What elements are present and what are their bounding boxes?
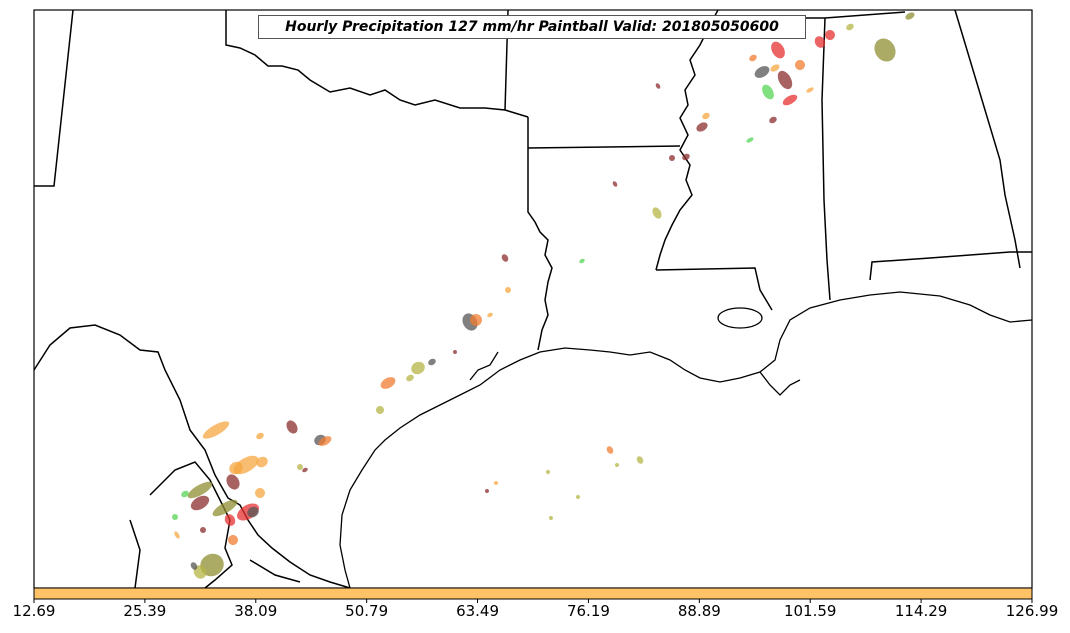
paintball-blob — [806, 87, 814, 93]
paintball-blob — [795, 60, 805, 70]
colorbar-tick-label: 50.79 — [345, 602, 389, 620]
paintball-blob — [229, 461, 243, 475]
paintball-blob — [814, 36, 826, 48]
paintball-blob — [212, 499, 238, 517]
colorbar-tick-label: 12.69 — [12, 602, 56, 620]
paintball-blob — [549, 516, 553, 520]
paintball-blob — [224, 514, 236, 526]
colorbar-tick-label: 88.89 — [677, 602, 721, 620]
mississippi-river — [655, 9, 719, 271]
map-frame — [33, 9, 1033, 589]
paintball-blob — [376, 406, 384, 414]
coastline — [339, 291, 1033, 589]
paintball-blob — [226, 474, 240, 490]
paintball-blob — [754, 66, 770, 78]
paintball-blob — [696, 122, 708, 132]
paintball-blob — [612, 181, 618, 187]
paintball-blobs — [172, 12, 915, 579]
la-ms-border — [655, 267, 773, 311]
paintball-blob — [318, 436, 332, 446]
ar-la-border — [527, 145, 681, 149]
paintball-blob — [777, 70, 793, 90]
paintball-blob — [762, 84, 774, 100]
paintball-blob — [494, 481, 498, 485]
paintball-blob — [256, 432, 264, 440]
paintball-blob — [770, 64, 780, 72]
paintball-blob — [202, 421, 230, 439]
paintball-blob — [247, 506, 259, 518]
red-river-border — [225, 10, 529, 118]
paintball-blob — [406, 374, 414, 382]
mississippi-delta — [759, 371, 801, 396]
colorbar-tick-label: 114.29 — [894, 602, 948, 620]
al-ga-border — [954, 9, 1021, 269]
paintball-blob — [874, 38, 896, 62]
paintball-blob — [187, 481, 213, 499]
paintball-blob — [579, 258, 585, 264]
paintball-blob — [655, 83, 661, 89]
fl-panhandle-border — [869, 251, 1032, 281]
mexico-state-line-3 — [249, 559, 301, 583]
paintball-blob — [505, 287, 511, 293]
paintball-blob — [782, 94, 798, 106]
colorbar-tick-marks — [33, 599, 1033, 603]
paintball-blob — [501, 254, 509, 262]
paintball-blob — [546, 470, 550, 474]
paintball-blob — [576, 495, 580, 499]
ms-al-border — [821, 17, 831, 301]
paintball-blob — [255, 488, 265, 498]
colorbar-tick-label: 38.09 — [234, 602, 278, 620]
paintball-blob — [181, 490, 189, 498]
rio-grande — [33, 324, 351, 589]
map-title: Hourly Precipitation 127 mm/hr Paintball… — [258, 15, 806, 39]
paintball-blob — [905, 12, 915, 20]
paintball-blob — [749, 54, 757, 62]
colorbar-tick-label: 126.99 — [1005, 602, 1059, 620]
paintball-blob — [228, 535, 238, 545]
galveston-bay — [469, 351, 499, 381]
paintball-blob — [200, 553, 224, 577]
paintball-blob — [606, 446, 614, 454]
paintball-blob — [746, 137, 754, 143]
paintball-blob — [487, 312, 493, 318]
paintball-blob — [256, 456, 268, 468]
paintball-blob — [846, 23, 854, 31]
paintball-blob — [190, 495, 210, 511]
paintball-blob — [190, 562, 198, 570]
paintball-blob — [652, 207, 662, 219]
paintball-blob — [669, 155, 675, 161]
lake-pontchartrain — [717, 307, 763, 329]
colorbar-tick-label: 25.39 — [123, 602, 167, 620]
mexico-state-line-2 — [129, 519, 141, 589]
paintball-blob — [636, 456, 644, 464]
paintball-blob — [286, 420, 298, 434]
paintball-blob — [470, 314, 482, 326]
paintball-blob — [453, 350, 457, 354]
tx-la-border — [527, 117, 553, 351]
paintball-blob — [771, 41, 785, 59]
paintball-blob — [485, 489, 489, 493]
paintball-blob — [825, 30, 835, 40]
colorbar-tick-label: 76.19 — [566, 602, 610, 620]
paintball-blob — [428, 358, 436, 366]
paintball-blob — [411, 361, 425, 375]
colorbar-tick-label: 63.49 — [456, 602, 500, 620]
colorbar — [33, 587, 1033, 600]
paintball-blob — [297, 464, 303, 470]
colorbar-tick-label: 101.59 — [783, 602, 837, 620]
nm-boundary — [34, 9, 74, 187]
paintball-blob — [172, 514, 178, 520]
paintball-blob — [682, 153, 690, 161]
paintball-blob — [193, 565, 207, 579]
paintball-blob — [200, 527, 206, 533]
paintball-blob — [769, 116, 777, 124]
paintball-blob — [615, 463, 619, 467]
paintball-blob — [174, 531, 180, 539]
paintball-blob — [380, 377, 396, 389]
paintball-blob — [702, 112, 710, 120]
texas-coast — [339, 291, 1033, 589]
paintball-blob — [302, 467, 308, 473]
